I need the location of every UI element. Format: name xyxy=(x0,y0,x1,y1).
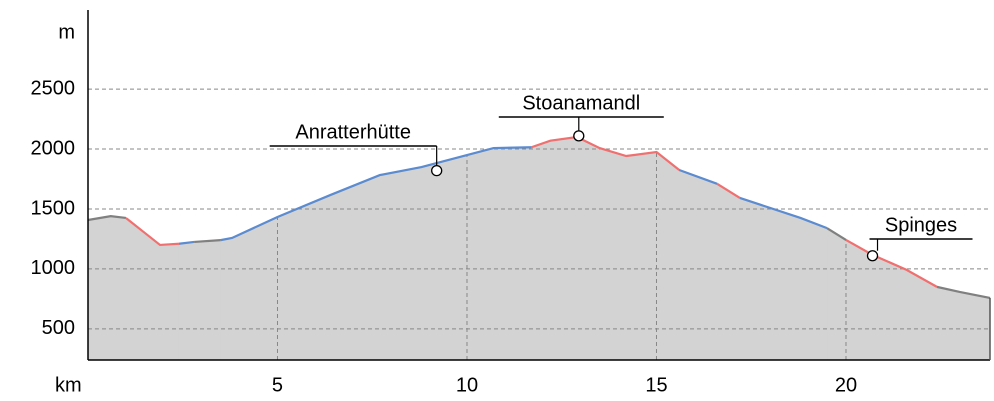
profile-line xyxy=(678,168,718,185)
profile-line xyxy=(716,182,741,199)
y-tick-label: 1000 xyxy=(31,257,76,279)
y-tick-label: 1500 xyxy=(31,197,76,219)
profile-area xyxy=(87,215,127,361)
x-tick-label: 10 xyxy=(456,374,478,396)
profile-area xyxy=(845,239,938,361)
annotation-marker xyxy=(866,250,879,262)
x-tick-label: 5 xyxy=(272,374,283,396)
profile-line xyxy=(845,238,938,288)
profile-area xyxy=(678,169,718,361)
annotation-marker xyxy=(431,164,443,177)
profile-area xyxy=(178,241,195,361)
profile-line xyxy=(87,215,127,222)
profile-area xyxy=(826,227,847,361)
profile-line xyxy=(826,227,847,241)
profile-area xyxy=(531,136,680,361)
profile-line xyxy=(739,196,828,230)
annotation-marker xyxy=(573,130,585,142)
y-tick-label: 2500 xyxy=(31,77,76,99)
profile-line xyxy=(194,239,221,244)
x-tick-label: 15 xyxy=(645,374,667,396)
profile-line xyxy=(125,217,180,247)
profile-area xyxy=(220,146,532,361)
profile-line xyxy=(936,285,991,299)
annotation-label: Spinges xyxy=(885,214,957,236)
x-tick-label: 20 xyxy=(835,374,857,396)
y-tick-label: 2000 xyxy=(31,137,76,159)
y-axis-label: m xyxy=(58,21,75,43)
profile-area xyxy=(193,239,221,361)
y-tick-label: 500 xyxy=(42,317,75,339)
profile-area xyxy=(936,286,991,361)
profile-line xyxy=(178,240,195,245)
annotation-label: Anratterhütte xyxy=(295,121,411,143)
annotation-label: Stoanamandl xyxy=(522,92,640,114)
profile-line xyxy=(531,135,680,171)
x-axis-label: km xyxy=(55,374,82,396)
profile-area xyxy=(716,183,741,361)
profile-line xyxy=(220,146,532,242)
